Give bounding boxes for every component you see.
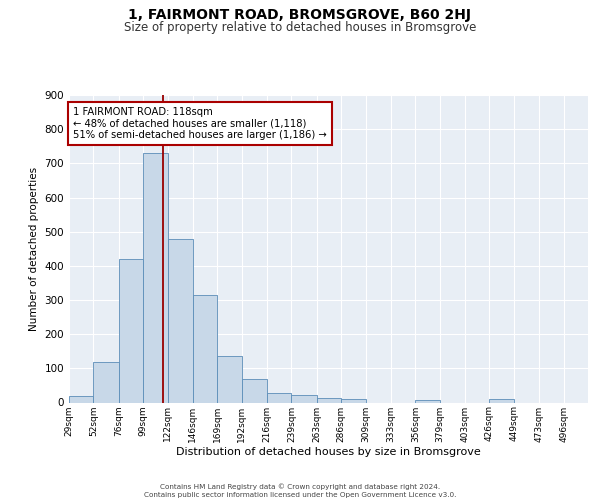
Bar bbox=[167, 238, 193, 402]
Bar bbox=[193, 295, 217, 403]
Text: Size of property relative to detached houses in Bromsgrove: Size of property relative to detached ho… bbox=[124, 22, 476, 35]
Bar bbox=[69, 396, 94, 402]
Text: 1, FAIRMONT ROAD, BROMSGROVE, B60 2HJ: 1, FAIRMONT ROAD, BROMSGROVE, B60 2HJ bbox=[128, 8, 472, 22]
Bar bbox=[143, 153, 167, 402]
Bar bbox=[415, 400, 440, 402]
X-axis label: Distribution of detached houses by size in Bromsgrove: Distribution of detached houses by size … bbox=[176, 447, 481, 457]
Bar bbox=[119, 259, 143, 402]
Text: 1 FAIRMONT ROAD: 118sqm
← 48% of detached houses are smaller (1,118)
51% of semi: 1 FAIRMONT ROAD: 118sqm ← 48% of detache… bbox=[73, 107, 327, 140]
Bar bbox=[94, 362, 119, 403]
Bar bbox=[267, 393, 292, 402]
Bar bbox=[292, 395, 317, 402]
Bar bbox=[242, 378, 267, 402]
Text: Contains HM Land Registry data © Crown copyright and database right 2024.
Contai: Contains HM Land Registry data © Crown c… bbox=[144, 484, 456, 498]
Bar bbox=[490, 399, 514, 402]
Bar bbox=[341, 399, 365, 402]
Bar bbox=[217, 356, 242, 403]
Bar bbox=[317, 398, 341, 402]
Y-axis label: Number of detached properties: Number of detached properties bbox=[29, 166, 39, 331]
